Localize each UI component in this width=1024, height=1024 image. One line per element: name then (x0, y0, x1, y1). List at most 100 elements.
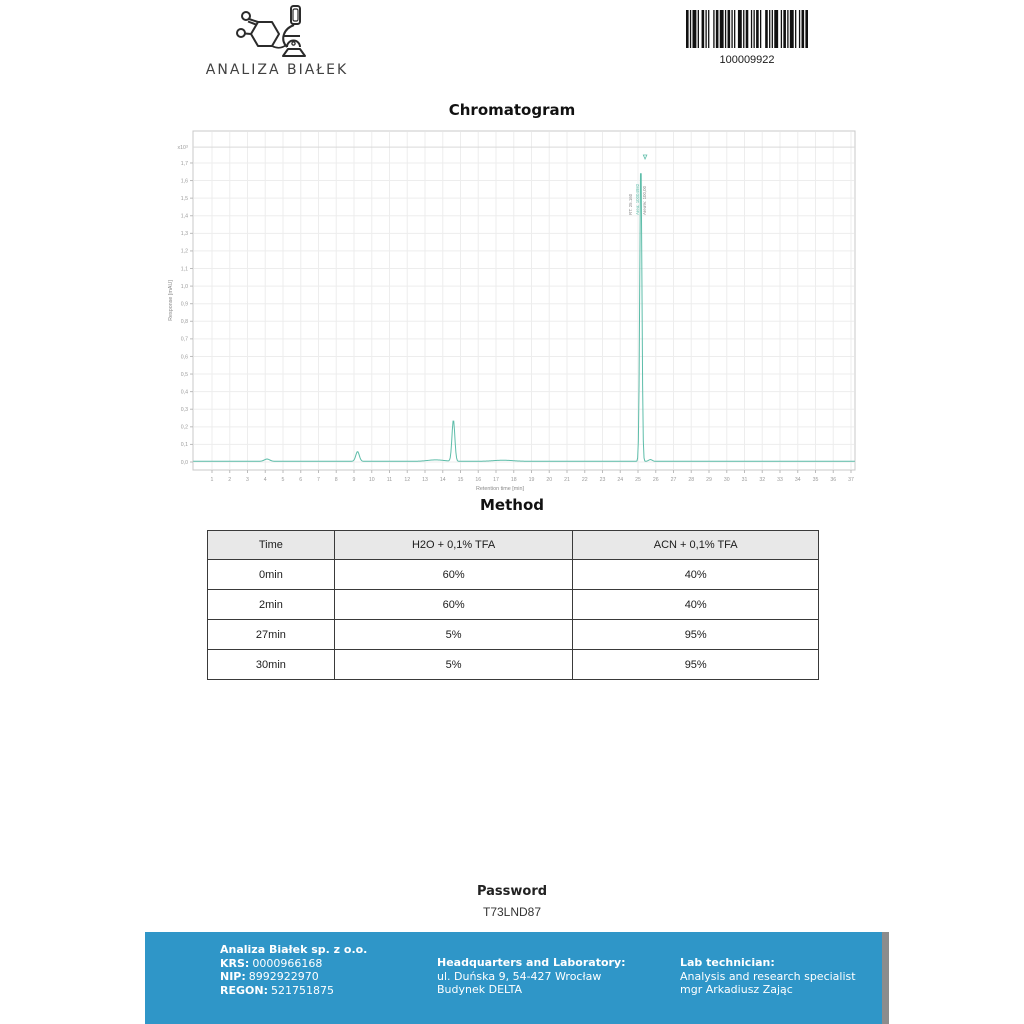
x-tick-label: 32 (759, 477, 765, 483)
barcode-bar (689, 10, 692, 48)
footer-company-block: Analiza Białek sp. z o.o. KRS: 0000966168… (220, 943, 367, 997)
barcode-bar (724, 10, 727, 48)
x-tick-label: 23 (600, 477, 606, 483)
peak-annotation: Area%: 100,00 (642, 185, 647, 215)
table-row: 30min 5% 95% (207, 649, 819, 680)
table-row: 2min 60% 40% (207, 589, 819, 620)
footer-shadow (882, 932, 889, 1024)
barcode-bar (801, 10, 805, 48)
x-tick-label: 6 (299, 477, 302, 483)
x-tick-label: 24 (617, 477, 623, 483)
footer-nip-line: NIP: 8992922970 (220, 970, 367, 984)
nip-value: 8992922970 (248, 970, 319, 983)
x-tick-label: 22 (582, 477, 588, 483)
y-scale-label: x103 (178, 144, 189, 151)
chromatogram-plot: 0,0 0,1 0,2 0,3 0,4 0,5 0,6 0,7 0,8 0,9 1,0 1,1 1,2 1… (168, 130, 856, 492)
x-tick-label: 14 (440, 477, 446, 483)
y-tick-label: 0,2 (181, 425, 188, 431)
y-tick-label: 0,7 (181, 337, 188, 343)
barcode-bar (701, 10, 705, 48)
barcode-bar (805, 10, 808, 48)
table-cell: 2min (207, 589, 335, 620)
barcode-bar (745, 10, 749, 48)
x-tick-label: 35 (813, 477, 819, 483)
x-tick-label: 25 (635, 477, 641, 483)
y-tick-label: 1,1 (181, 266, 188, 272)
barcode-bar (731, 10, 733, 48)
x-tick-label: 3 (246, 477, 249, 483)
table-row: 0min 60% 40% (207, 559, 819, 590)
y-tick-label: 1,6 (181, 178, 188, 184)
footer-company-name: Analiza Białek sp. z o.o. (220, 943, 368, 956)
footer-krs-line: KRS: 0000966168 (220, 957, 367, 971)
y-axis-label: Response [mAU] (168, 280, 174, 321)
x-tick-label: 2 (228, 477, 231, 483)
barcode-bar (756, 10, 759, 48)
x-tick-label: 31 (742, 477, 748, 483)
barcode-bar (787, 10, 789, 48)
chromatogram-title: Chromatogram (448, 101, 576, 119)
barcode-bar (727, 10, 731, 48)
method-table-head: Time H2O + 0,1% TFA ACN + 0,1% TFA (207, 530, 819, 560)
barcode-number: 100009922 (719, 54, 775, 66)
footer-tech-name: mgr Arkadiusz Zając (680, 983, 793, 996)
barcode-bar (765, 10, 768, 48)
y-tick-label: 0,6 (181, 354, 188, 360)
plot-frame (192, 130, 856, 471)
logo-company-name: ANALIZA BIAŁEK (205, 62, 349, 78)
x-tick-label: 19 (529, 477, 535, 483)
table-cell: 0min (207, 559, 335, 590)
x-tick-label: 11 (387, 477, 392, 483)
x-tick-label: 1 (211, 477, 214, 483)
x-tick-label: 36 (830, 477, 836, 483)
barcode-bar (686, 10, 689, 48)
x-tick-label: 13 (422, 477, 428, 483)
table-cell: 27min (207, 619, 335, 650)
x-tick-label: 12 (404, 477, 410, 483)
method-table-body: 0min 60% 40% 2min 60% 40% 27min 5% 95% 30min 5% 95% (207, 559, 819, 680)
barcode-bar (795, 10, 797, 48)
footer-hq-title: Headquarters and Laboratory: (437, 956, 626, 969)
x-tick-label: 37 (848, 477, 854, 483)
y-tick-label: 0,9 (181, 301, 188, 307)
password-label: Password (476, 884, 548, 899)
barcode-bar (715, 10, 719, 48)
y-tick-label: 1,3 (181, 231, 188, 237)
x-tick-label: 8 (335, 477, 338, 483)
barcode-bar (759, 10, 762, 48)
barcode-bar (783, 10, 786, 48)
x-tick-label: 34 (795, 477, 801, 483)
y-tick-label: 0,0 (181, 460, 188, 466)
barcode-bar (697, 10, 699, 48)
x-tick-label: 21 (564, 477, 570, 483)
barcode-bar (713, 10, 715, 48)
x-axis-label: Retention time [min] (476, 486, 524, 492)
barcode (686, 10, 808, 48)
table-row: 27min 5% 95% (207, 619, 819, 650)
x-tick-label: 28 (688, 477, 694, 483)
x-tick-label: 30 (724, 477, 730, 483)
footer-hq-address: ul. Duńska 9, 54-427 Wrocław (437, 969, 602, 983)
table-header-row: Time H2O + 0,1% TFA ACN + 0,1% TFA (207, 530, 819, 560)
table-header-cell: Time (207, 530, 335, 560)
table-cell: 40% (572, 559, 819, 590)
barcode-bar (734, 10, 736, 48)
x-tick-label: 9 (353, 477, 356, 483)
table-cell: 95% (572, 619, 819, 650)
x-tick-label: 16 (475, 477, 481, 483)
footer-regon-line: REGON: 521751875 (220, 984, 367, 998)
table-cell: 5% (333, 649, 574, 680)
peak-annotation: Area: 10004982 (635, 183, 640, 215)
table-cell: 30min (207, 649, 335, 680)
barcode-bar (705, 10, 707, 48)
barcode-bar (719, 10, 724, 48)
table-cell: 40% (572, 589, 819, 620)
krs-label: KRS: (220, 956, 250, 970)
footer-hq-building: Budynek DELTA (437, 983, 523, 996)
barcode-bar (769, 10, 771, 48)
footer-tech-role: Analysis and research specialist (680, 969, 856, 983)
barcode-bar (737, 10, 742, 48)
y-tick-label: 1,4 (181, 214, 188, 220)
y-tick-label: 1,0 (181, 284, 188, 290)
